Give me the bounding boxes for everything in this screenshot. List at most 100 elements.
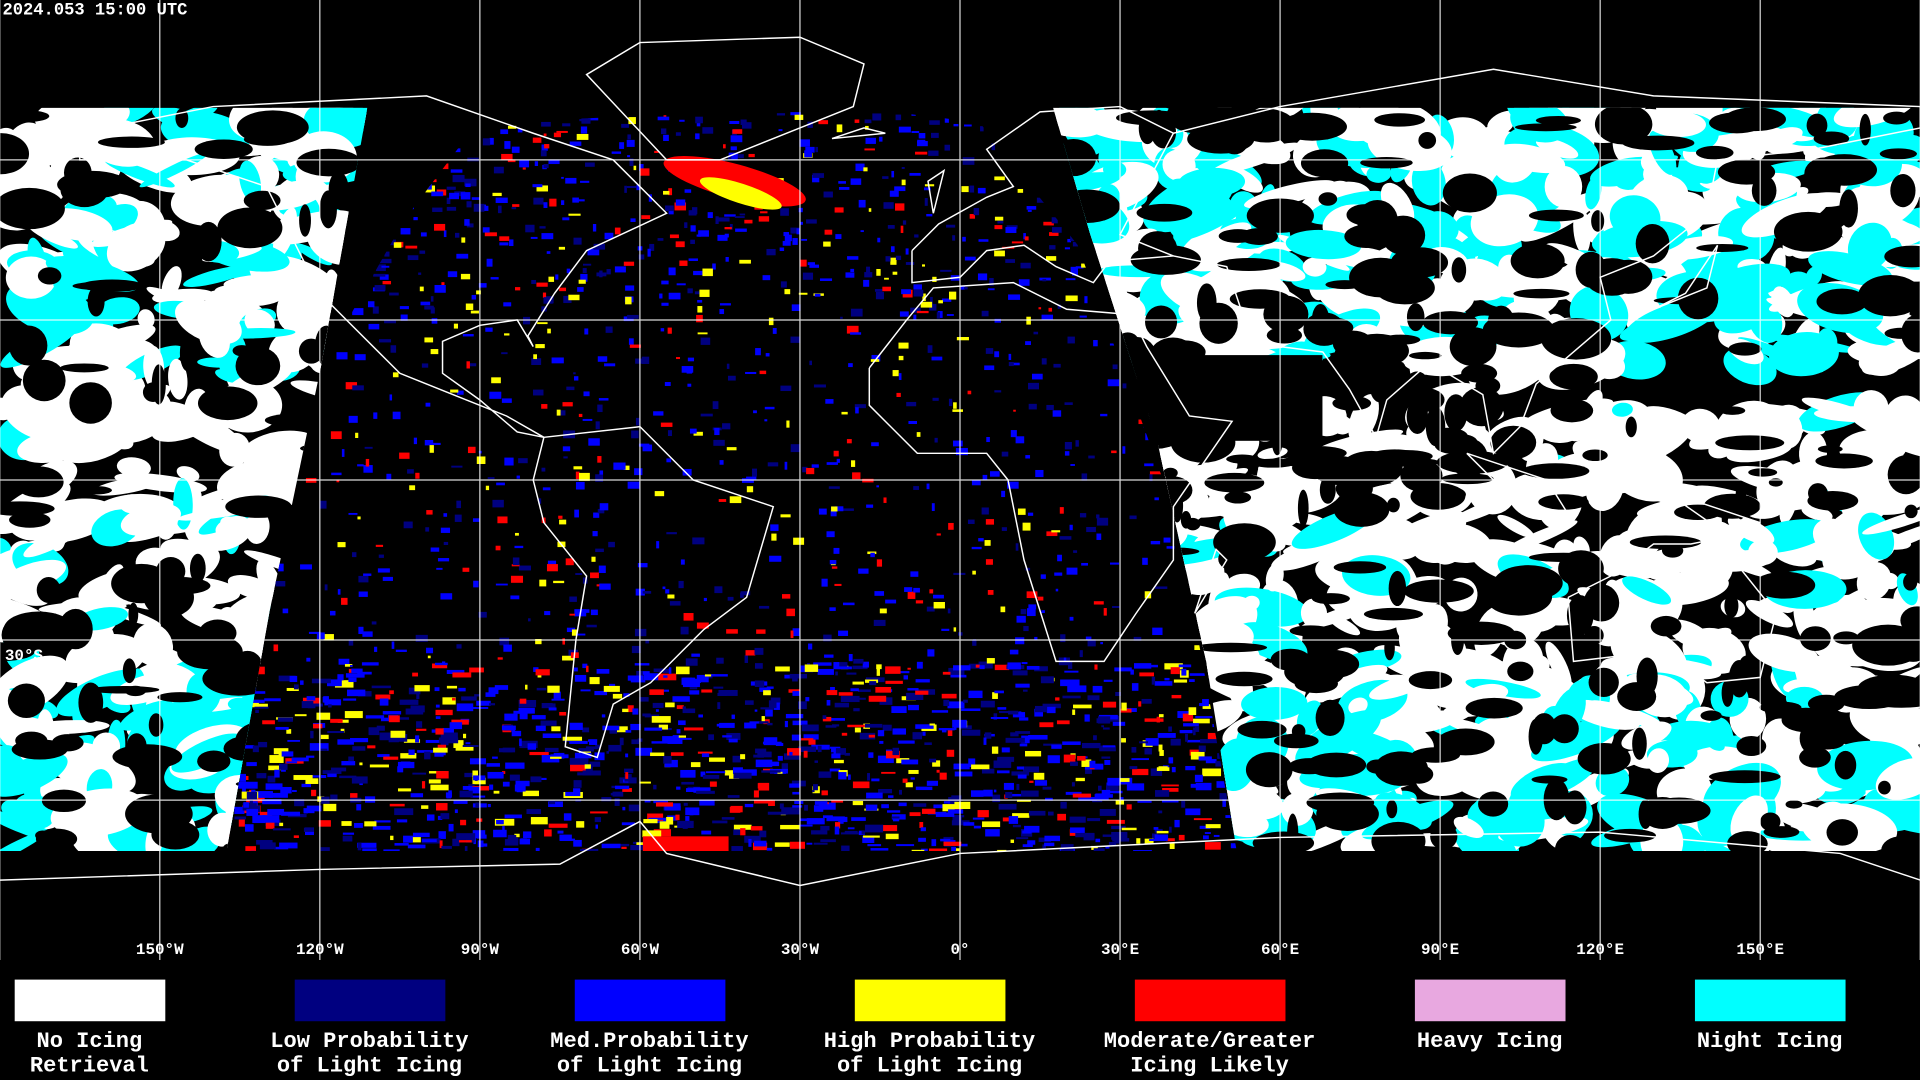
icing-pixel <box>605 326 613 333</box>
icing-pixel <box>745 650 756 656</box>
icing-pixel <box>573 376 579 381</box>
icing-pixel <box>1057 813 1067 821</box>
icing-pixel <box>763 737 778 746</box>
icing-pixel <box>362 848 377 852</box>
icing-pixel <box>462 733 467 739</box>
icing-pixel <box>273 644 279 652</box>
icing-pixel <box>384 320 397 324</box>
icing-pixel <box>924 198 928 206</box>
clear-sky <box>1833 631 1860 645</box>
icing-pixel <box>981 768 995 774</box>
icing-pixel <box>279 842 298 849</box>
clear-sky <box>1650 615 1682 637</box>
cloud <box>245 510 270 544</box>
icing-pixel <box>663 675 668 678</box>
cloud <box>1459 122 1513 148</box>
icing-pixel <box>501 352 508 355</box>
clear-sky <box>299 204 311 237</box>
icing-pixel <box>434 687 440 692</box>
icing-pixel <box>734 216 745 218</box>
icing-pixel <box>598 398 609 401</box>
icing-pixel <box>627 314 639 319</box>
icing-pixel <box>744 655 749 664</box>
icing-pixel <box>504 839 519 846</box>
icing-pixel <box>1006 225 1018 229</box>
icing-pixel <box>665 205 674 212</box>
icing-pixel <box>1182 713 1194 722</box>
icing-pixel <box>535 725 546 732</box>
icing-pixel <box>1085 636 1092 641</box>
icing-pixel <box>781 807 801 815</box>
icing-pixel <box>563 456 568 459</box>
icing-pixel <box>416 692 420 700</box>
cloud <box>1302 257 1327 277</box>
clear-sky <box>1136 203 1193 222</box>
icing-pixel <box>575 481 585 490</box>
icing-pixel <box>511 207 517 210</box>
icing-pixel <box>563 295 572 304</box>
icing-pixel <box>543 297 553 304</box>
clear-sky <box>197 386 258 421</box>
icing-pixel <box>515 780 530 787</box>
clear-sky <box>37 267 62 285</box>
icing-pixel <box>420 301 431 306</box>
icing-pixel <box>829 746 841 749</box>
icing-pixel <box>809 264 820 268</box>
icing-pixel <box>799 259 807 267</box>
cloud <box>1186 189 1223 227</box>
icing-pixel <box>831 800 844 803</box>
icing-pixel <box>991 746 999 754</box>
legend-label: Moderate/Greater <box>1104 1029 1316 1054</box>
icing-pixel <box>947 701 965 709</box>
icing-pixel <box>1171 767 1176 773</box>
icing-pixel <box>643 819 658 824</box>
icing-pixel <box>759 830 767 838</box>
icing-pixel <box>533 389 544 396</box>
icing-pixel <box>399 699 419 705</box>
clear-sky <box>142 382 164 403</box>
icing-pixel <box>913 289 924 297</box>
icing-pixel <box>590 572 599 579</box>
icing-pixel <box>1169 842 1175 849</box>
icing-pixel <box>645 639 650 644</box>
icing-pixel <box>251 789 256 794</box>
icing-pixel <box>451 465 463 468</box>
icing-pixel <box>1088 455 1095 459</box>
icing-pixel <box>1065 791 1082 795</box>
icing-pixel <box>462 786 473 790</box>
icing-pixel <box>503 847 519 852</box>
icing-pixel <box>892 271 898 275</box>
icing-pixel <box>1020 262 1031 269</box>
icing-pixel <box>1081 742 1101 749</box>
cloud <box>1647 748 1670 773</box>
icing-pixel <box>954 801 971 809</box>
icing-pixel <box>765 761 780 767</box>
icing-pixel <box>543 133 547 137</box>
clear-sky <box>1163 340 1206 364</box>
icing-pixel <box>388 715 400 723</box>
icing-pixel <box>576 821 585 828</box>
icing-pixel <box>994 690 1004 694</box>
icing-pixel <box>1093 735 1097 741</box>
icing-pixel <box>1015 543 1019 551</box>
cloud <box>193 482 258 504</box>
cloud <box>5 256 57 299</box>
icing-pixel <box>407 844 426 849</box>
icing-pixel <box>530 236 538 239</box>
clear-sky <box>1208 373 1243 394</box>
cloud <box>175 299 242 345</box>
icing-pixel <box>625 753 629 758</box>
icing-pixel <box>1012 712 1026 718</box>
icing-pixel <box>924 742 932 746</box>
icing-pixel <box>258 741 268 748</box>
icing-pixel <box>428 779 441 784</box>
icing-pixel <box>1069 524 1073 531</box>
icing-pixel <box>619 142 625 149</box>
legend-swatch <box>294 979 446 1022</box>
icing-pixel <box>246 808 259 816</box>
icing-pixel <box>739 213 746 216</box>
clear-sky <box>1425 406 1446 447</box>
icing-pixel <box>920 301 933 308</box>
icing-pixel <box>534 161 539 166</box>
icing-pixel <box>625 296 632 305</box>
